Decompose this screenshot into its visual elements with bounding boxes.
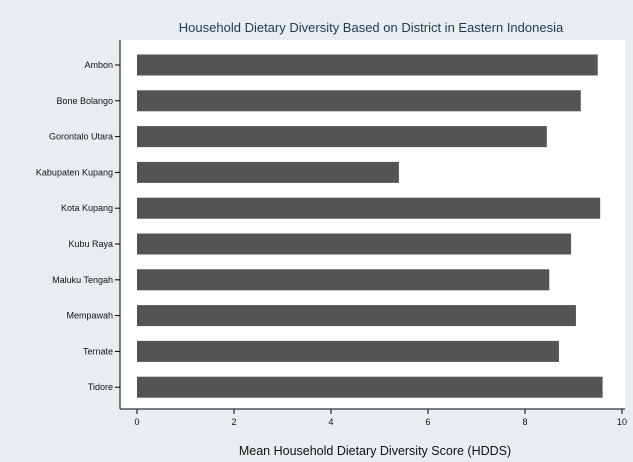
bar [137, 376, 603, 398]
bar [137, 340, 559, 362]
bar [137, 305, 576, 327]
bar [137, 233, 572, 255]
category-label: Maluku Tengah [52, 275, 113, 285]
x-tick-label: 2 [231, 417, 236, 427]
bars [137, 54, 603, 398]
bar [137, 161, 399, 183]
x-tick-label: 8 [522, 417, 527, 427]
bar [137, 197, 601, 219]
chart-title: Household Dietary Diversity Based on Dis… [179, 20, 564, 35]
category-label: Ternate [83, 346, 113, 356]
x-tick-label: 10 [617, 417, 627, 427]
x-tick-label: 0 [134, 417, 139, 427]
category-label: Bone Bolango [56, 96, 113, 106]
bar [137, 269, 550, 291]
bar [137, 54, 598, 76]
x-tick-label: 4 [328, 417, 333, 427]
bar [137, 126, 547, 148]
x-axis-label: Mean Household Dietary Diversity Score (… [239, 444, 511, 458]
category-label: Tidore [88, 382, 113, 392]
category-label: Kabupaten Kupang [36, 167, 113, 177]
category-label: Mempawah [66, 311, 113, 321]
x-tick-label: 6 [425, 417, 430, 427]
category-label: Gorontalo Utara [49, 132, 113, 142]
bar [137, 90, 581, 112]
x-ticks: 0 2 4 6 8 10 [134, 409, 627, 427]
category-label: Kubu Raya [68, 239, 113, 249]
category-label: Ambon [84, 60, 113, 70]
category-label: Kota Kupang [61, 203, 113, 213]
category-labels: Ambon Bone Bolango Gorontalo Utara Kabupate… [36, 60, 120, 392]
